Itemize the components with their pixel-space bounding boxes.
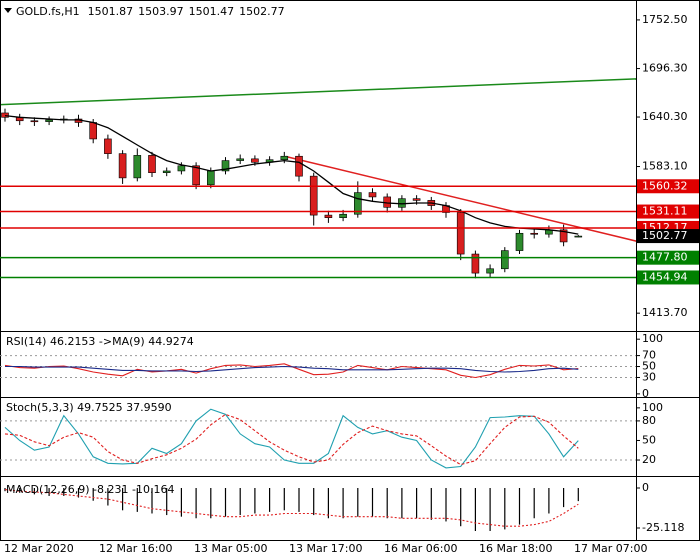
header-field: 1503.97 <box>138 5 184 18</box>
moving-average <box>4 114 579 235</box>
main-plot <box>1 78 636 279</box>
candle-body <box>236 158 244 161</box>
header-field: GOLD.fs,H1 <box>16 5 80 18</box>
y-tick-label: 1640.30 <box>642 110 688 123</box>
y-tick-label: 1413.70 <box>642 306 688 319</box>
candle-body <box>412 198 421 201</box>
header-marker <box>4 8 12 13</box>
candle-body <box>309 175 318 216</box>
x-tick-label: 13 Mar 17:00 <box>289 542 362 555</box>
y-tick-label: 0 <box>642 481 649 494</box>
candle-body <box>192 165 200 186</box>
macd-signal <box>4 489 579 527</box>
current-price-box <box>637 229 699 244</box>
header-field: 1502.77 <box>239 5 285 18</box>
y-tick-label: -25.118 <box>642 521 684 534</box>
candle-body <box>221 160 230 172</box>
candle-body <box>515 232 524 251</box>
indicator-line <box>4 413 579 466</box>
y-tick-label: 30 <box>642 370 656 383</box>
header-field: 1501.87 <box>88 5 134 18</box>
y-tick-label: 0 <box>642 387 649 400</box>
price-level-label: 1477.80 <box>642 251 688 264</box>
candle-body <box>500 250 509 270</box>
candle-body <box>177 165 186 172</box>
candle-body <box>118 153 127 179</box>
candle-body <box>574 235 583 238</box>
candle-body <box>339 213 347 218</box>
y-tick-label: 1752.50 <box>642 13 688 26</box>
x-tick-label: 16 Mar 06:00 <box>384 542 457 555</box>
candle-body <box>148 155 156 173</box>
trendline <box>1 78 636 106</box>
current-price-label: 1502.77 <box>642 229 688 242</box>
y-tick-label: 80 <box>642 414 656 427</box>
candle-body <box>295 155 303 177</box>
x-tick-label: 17 Mar 07:00 <box>574 542 647 555</box>
candle-body <box>324 214 333 218</box>
candle-body <box>133 155 142 179</box>
plot-layer: 1752.50 1696.30 1640.30 1583.10 1413.70 GOLD.… <box>0 5 700 555</box>
y-tick-label: 1696.30 <box>642 62 688 75</box>
x-tick-label: 12 Mar 16:00 <box>99 542 172 555</box>
candle-body <box>559 229 568 243</box>
y-tick-label: 20 <box>642 453 656 466</box>
candle-body <box>368 192 377 198</box>
candle-body <box>486 268 494 274</box>
candle-body <box>30 120 39 123</box>
x-tick-label: 16 Mar 18:00 <box>479 542 552 555</box>
price-level-box <box>637 179 699 194</box>
price-level-label: 1531.11 <box>642 205 688 218</box>
candle-body <box>398 198 406 208</box>
y-tick-label: 70 <box>642 349 656 362</box>
indicator-line <box>5 365 579 373</box>
header-field: 1501.47 <box>189 5 235 18</box>
candle-body <box>1 112 9 118</box>
y-tick-label: 50 <box>642 360 656 373</box>
candle-body <box>280 155 289 161</box>
candle-body <box>104 138 112 154</box>
price-level-box <box>637 250 699 265</box>
price-level-label: 1560.32 <box>642 179 688 192</box>
y-tick-label: 1583.10 <box>642 160 688 173</box>
x-tick-label: 13 Mar 05:00 <box>194 542 267 555</box>
candle-body <box>471 253 480 274</box>
indicator-line <box>4 408 579 469</box>
candle-body <box>45 119 53 122</box>
price-level-box <box>637 270 699 285</box>
indicator-label: Stoch(5,3,3) 49.7525 37.9590 <box>6 401 172 414</box>
price-level-box <box>637 204 699 219</box>
candle-body <box>207 170 215 186</box>
chart-frame <box>0 0 700 541</box>
candle-body <box>353 192 362 215</box>
x-tick-label: 12 Mar 2020 <box>4 542 74 555</box>
candle-body <box>456 212 465 255</box>
indicator-label: MACD(12,26,9) -8.231 -10.164 <box>6 483 174 496</box>
y-tick-label: 100 <box>642 332 663 345</box>
candle-body <box>162 170 171 173</box>
y-tick-label: 100 <box>642 401 663 414</box>
candle-body <box>89 122 97 140</box>
candle-body <box>530 232 539 235</box>
price-level-label: 1454.94 <box>642 270 688 283</box>
y-tick-label: 50 <box>642 433 656 446</box>
chart-header: GOLD.fs,H1 1501.87 1503.97 1501.47 1502.77 <box>16 5 285 18</box>
candle-body <box>251 158 259 163</box>
indicator-label: RSI(14) 46.2153 ->MA(9) 44.9274 <box>6 335 194 348</box>
